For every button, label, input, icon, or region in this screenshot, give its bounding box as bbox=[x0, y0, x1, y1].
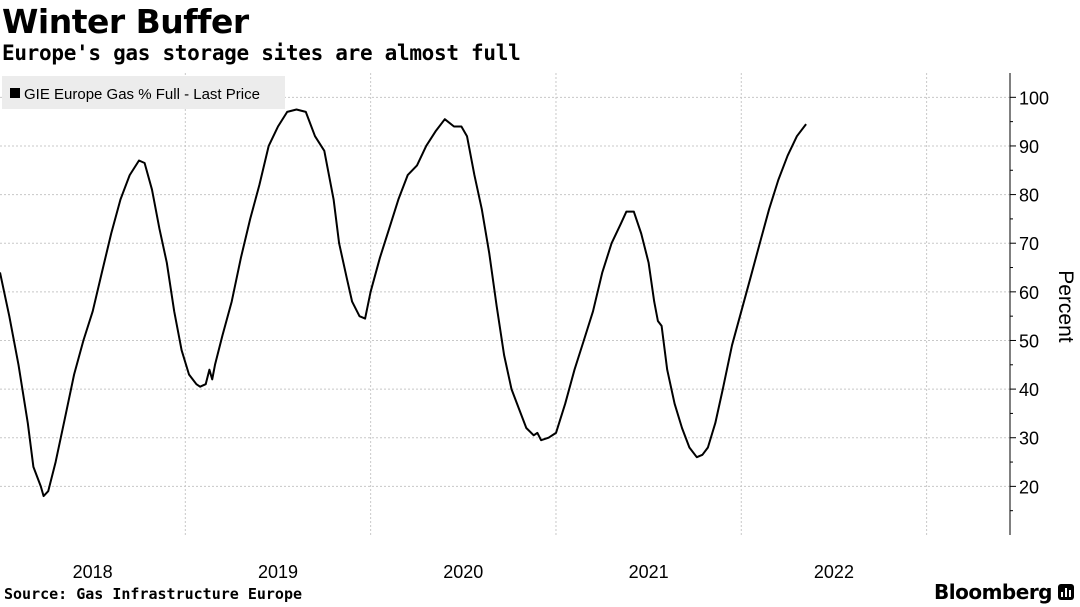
source-note: Source: Gas Infrastructure Europe bbox=[4, 585, 303, 603]
series-line bbox=[0, 108, 807, 498]
x-tick-label: 2022 bbox=[814, 562, 854, 582]
y-tick-label: 40 bbox=[1019, 380, 1039, 400]
grid-lines bbox=[0, 73, 1010, 535]
legend-box bbox=[2, 76, 285, 109]
x-tick-label: 2020 bbox=[443, 562, 483, 582]
x-tick-label: 2021 bbox=[629, 562, 669, 582]
y-tick-label: 50 bbox=[1019, 331, 1039, 351]
y-axis-label: Percent bbox=[1054, 270, 1077, 343]
y-tick-labels: 20 30 40 50 60 70 80 90 100 bbox=[1010, 88, 1049, 512]
y-tick-label: 90 bbox=[1019, 137, 1039, 157]
y-tick-label: 20 bbox=[1019, 477, 1039, 497]
y-tick-label: 30 bbox=[1019, 429, 1039, 449]
legend-swatch bbox=[10, 88, 20, 98]
brand-logo: Bloomberg bbox=[934, 580, 1052, 604]
y-tick-label: 70 bbox=[1019, 234, 1039, 254]
chart-title: Winter Buffer bbox=[2, 2, 249, 41]
y-tick-label: 80 bbox=[1019, 186, 1039, 206]
x-tick-label: 2018 bbox=[73, 562, 113, 582]
x-tick-label: 2019 bbox=[258, 562, 298, 582]
y-tick-label: 100 bbox=[1019, 88, 1049, 108]
bloomberg-bars-icon bbox=[1058, 584, 1074, 600]
chart-subtitle: Europe's gas storage sites are almost fu… bbox=[2, 41, 521, 65]
x-tick-labels: 2018 2019 2020 2021 2022 bbox=[73, 562, 854, 582]
legend-label: GIE Europe Gas % Full - Last Price bbox=[24, 86, 260, 103]
y-tick-label: 60 bbox=[1019, 283, 1039, 303]
